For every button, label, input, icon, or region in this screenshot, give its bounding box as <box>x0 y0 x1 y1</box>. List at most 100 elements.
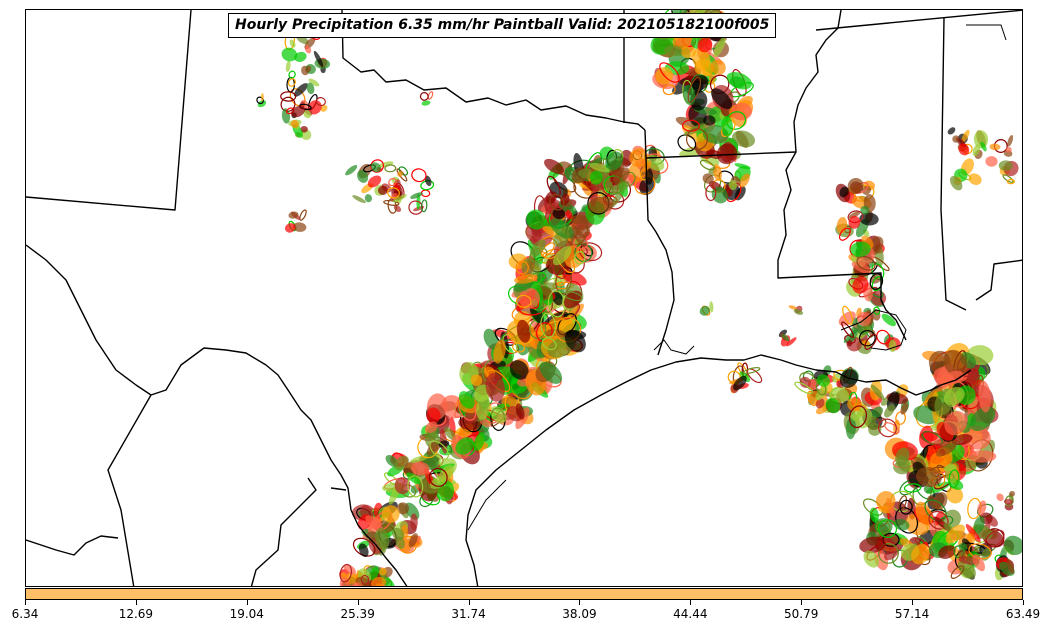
precip-paintball-cell <box>728 179 737 191</box>
precip-paintball-cell <box>313 50 324 67</box>
precip-paintball-cell <box>1006 178 1015 185</box>
precip-paintball-cell <box>989 143 1001 151</box>
precip-paintball-cell <box>384 164 397 173</box>
precip-paintball-cell <box>848 405 868 429</box>
precip-paintball-cell <box>697 37 713 53</box>
precip-paintball-cell <box>662 84 676 96</box>
precip-paintball-cell <box>972 554 985 572</box>
precip-paintball-cell <box>936 440 958 457</box>
precip-paintball-cell <box>867 415 877 428</box>
precip-paintball-cell <box>549 194 565 211</box>
precip-paintball-cell <box>515 403 525 420</box>
precip-paintball-cell <box>699 305 710 316</box>
precip-paintball-cell <box>589 162 611 173</box>
precip-paintball-cell <box>352 195 366 204</box>
colorbar-tick-label: 25.39 <box>340 607 375 621</box>
precip-paintball-cell <box>530 239 546 258</box>
colorbar-tick <box>25 600 26 605</box>
precip-paintball-cell <box>985 156 998 167</box>
precip-paintball-cell <box>280 91 297 102</box>
barrier-island <box>467 479 507 531</box>
precip-paintball-cell <box>911 543 930 565</box>
precip-paintball-cell <box>862 185 872 195</box>
precip-paintball-cell <box>709 301 714 313</box>
precip-paintball-cell <box>944 463 958 484</box>
precip-paintball-cell <box>605 151 624 171</box>
colorbar-tick <box>912 600 913 605</box>
precip-paintball-cell <box>952 135 960 143</box>
colorbar-tick <box>1023 600 1024 605</box>
colorbar-tick-label: 19.04 <box>229 607 264 621</box>
precip-paintball-cell <box>366 586 386 587</box>
precip-paintball-cell <box>375 527 390 550</box>
precip-paintball-cell <box>780 333 790 342</box>
precip-paintball-cell <box>394 477 411 495</box>
precip-paintball-cell <box>473 432 486 452</box>
texas-gulf-coast <box>465 354 849 586</box>
precip-paintball-cell <box>963 425 991 450</box>
precip-paintball-cell <box>458 391 475 409</box>
precip-paintball-cell <box>875 491 896 511</box>
louisiana-coast <box>847 369 972 396</box>
precip-paintball-cell <box>284 223 296 233</box>
precip-paintball-cell <box>848 211 861 219</box>
precip-paintball-cell <box>565 209 574 220</box>
precip-paintball-cell <box>358 543 369 558</box>
precip-paintball-cell <box>687 76 701 103</box>
colorbar-tick <box>579 600 580 605</box>
precip-paintball-cell <box>378 161 394 168</box>
precip-paintball-cell <box>961 129 970 143</box>
precip-paintball-cell <box>260 93 264 102</box>
colorbar-tick <box>801 600 802 605</box>
precip-paintball-cell <box>308 78 320 87</box>
precip-paintball-cell <box>878 418 897 438</box>
colorbar-tick-labels: 6.34 12.69 19.04 25.39 31.74 38.09 44.44 50.79 5… <box>0 600 1053 633</box>
precip-paintball-cell <box>799 376 811 388</box>
mexico-state-border-3 <box>250 477 317 586</box>
precip-paintball-cell <box>943 386 965 406</box>
precip-paintball-cell <box>420 199 428 213</box>
precip-paintball-cell <box>539 361 563 384</box>
precip-paintball-cell <box>378 185 388 195</box>
precip-paintball-cell <box>841 321 855 338</box>
precip-paintball-cell <box>965 524 981 543</box>
precip-paintball-cell <box>869 273 884 290</box>
precip-paintball-cell <box>967 450 997 463</box>
precip-paintball-cell <box>291 105 306 118</box>
precip-paintball-cell <box>978 380 991 413</box>
precip-paintball-cell <box>852 276 869 294</box>
precip-paintball-cell <box>858 329 876 347</box>
precip-paintball-cell <box>357 169 369 183</box>
precip-paintball-cell <box>553 245 572 266</box>
precip-paintball-cell <box>945 370 964 385</box>
state-boundaries <box>26 10 1022 586</box>
precip-paintball-cell <box>299 209 307 221</box>
precip-paintball-cell <box>427 91 434 100</box>
precip-paintball-cell <box>949 175 963 191</box>
precip-paintball-cell <box>546 175 561 198</box>
colorbar-tick <box>247 600 248 605</box>
colorbar-tick <box>136 600 137 605</box>
precip-paintball-cell <box>490 406 507 424</box>
precip-paintball-cell <box>863 550 880 568</box>
precip-paintball-cell <box>703 115 716 126</box>
precip-paintball-cell <box>438 440 450 448</box>
precip-paintball-cell <box>996 493 1004 502</box>
precip-paintball-cell <box>945 524 966 544</box>
precip-paintball-cell <box>339 563 353 583</box>
precip-paintball-cell <box>370 162 381 173</box>
precip-paintball-cell <box>713 164 722 182</box>
precip-paintball-cell <box>786 337 797 347</box>
precip-paintball-cell <box>815 398 825 409</box>
precip-paintball-cell <box>514 274 538 284</box>
precip-paintball-cell <box>285 60 291 73</box>
colorbar-tick <box>469 600 470 605</box>
precip-paintball-cell <box>958 543 968 552</box>
precip-paintball-cell <box>884 404 895 418</box>
precip-paintball-cell <box>739 173 750 188</box>
precip-paintball-cell <box>383 199 400 206</box>
precip-paintball-cell <box>793 308 804 315</box>
precip-paintball-cell <box>570 214 590 225</box>
precip-paintball-cell <box>563 291 583 302</box>
precip-paintball-cell <box>425 421 438 433</box>
